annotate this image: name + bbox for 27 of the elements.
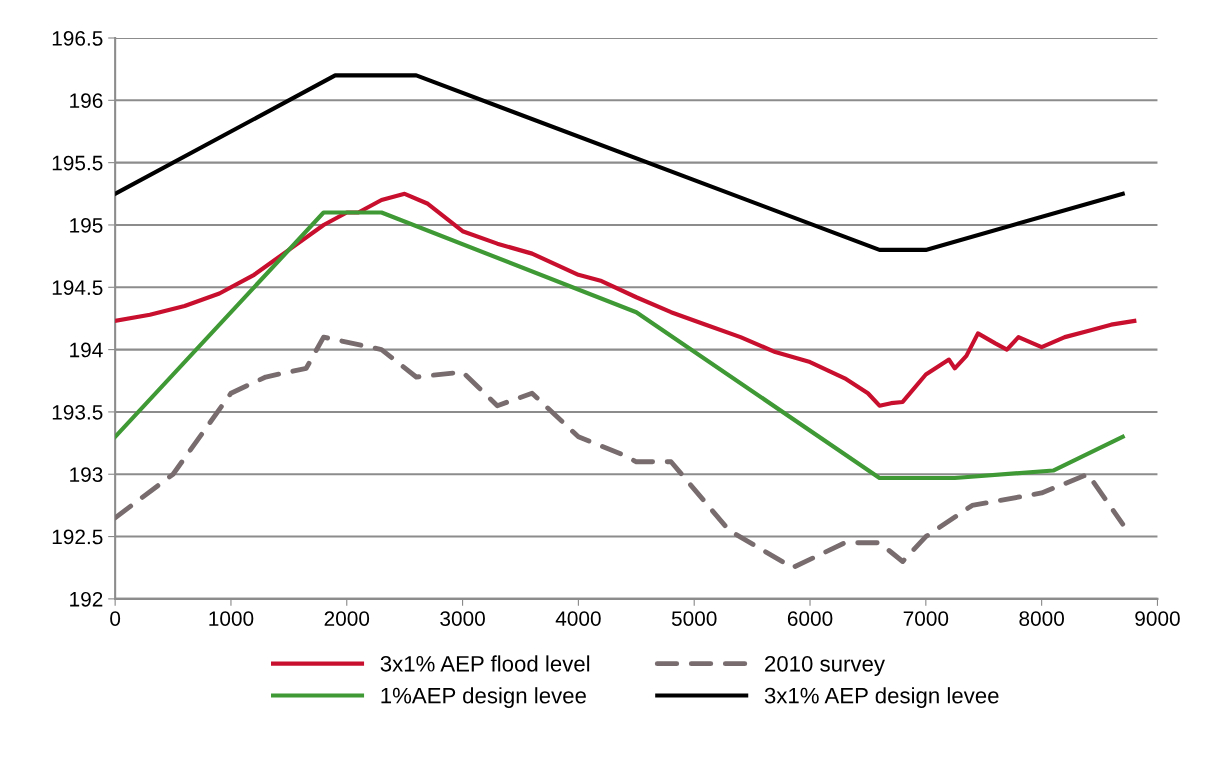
y-tick-label: 194.5 [52, 280, 103, 296]
x-tick-label: 9000 [1135, 611, 1180, 626]
y-tick-label: 195 [70, 217, 103, 233]
y-tick-label: 195.5 [52, 155, 103, 171]
x-tick-label: 4000 [555, 611, 601, 626]
legend-label: 1%AEP design levee [381, 687, 586, 708]
y-tick-label: 194 [70, 342, 103, 358]
x-tick-label: 1000 [209, 611, 254, 626]
x-tick-label: 6000 [787, 611, 833, 626]
legend-label: 2010 survey [765, 655, 885, 677]
line-series [115, 334, 1126, 571]
x-tick-label: 2000 [324, 611, 370, 626]
y-tick-label: 193.5 [52, 404, 103, 420]
y-tick-label: 196.5 [52, 31, 103, 46]
x-tick-label: 7000 [903, 611, 949, 626]
x-tick-label: 5000 [671, 611, 717, 626]
line-series [115, 210, 1125, 481]
y-tick-label: 196 [70, 93, 103, 109]
x-tick-label: 8000 [1019, 611, 1065, 626]
legend-label: 3x1% AEP design levee [764, 687, 999, 708]
y-tick-label: 192.5 [52, 529, 103, 545]
line-series [115, 191, 1137, 408]
x-tick-label: 0 [110, 611, 121, 626]
y-tick-label: 192 [70, 591, 103, 607]
y-tick-label: 193 [70, 467, 103, 482]
legend-label: 3x1% AEP flood level [380, 655, 590, 672]
x-tick-label: 3000 [440, 611, 485, 626]
